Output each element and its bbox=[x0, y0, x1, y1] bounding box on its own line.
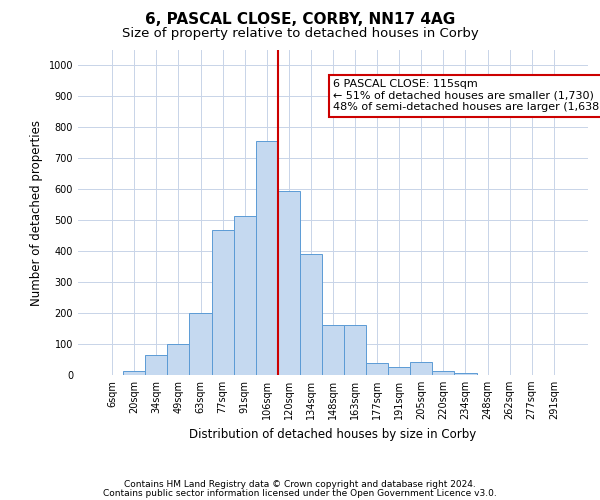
Bar bbox=[123, 372, 145, 375]
Bar bbox=[278, 191, 300, 375]
Bar bbox=[344, 326, 366, 375]
Bar bbox=[300, 254, 322, 375]
X-axis label: Distribution of detached houses by size in Corby: Distribution of detached houses by size … bbox=[190, 428, 476, 440]
Bar bbox=[212, 230, 233, 375]
Bar bbox=[454, 372, 476, 375]
Bar bbox=[366, 362, 388, 375]
Bar bbox=[388, 368, 410, 375]
Bar bbox=[145, 355, 167, 375]
Bar bbox=[322, 326, 344, 375]
Text: 6 PASCAL CLOSE: 115sqm
← 51% of detached houses are smaller (1,730)
48% of semi-: 6 PASCAL CLOSE: 115sqm ← 51% of detached… bbox=[333, 79, 600, 112]
Bar bbox=[190, 313, 212, 375]
Bar bbox=[433, 372, 454, 375]
Bar bbox=[410, 362, 433, 375]
Text: 6, PASCAL CLOSE, CORBY, NN17 4AG: 6, PASCAL CLOSE, CORBY, NN17 4AG bbox=[145, 12, 455, 28]
Bar bbox=[167, 344, 190, 375]
Text: Contains HM Land Registry data © Crown copyright and database right 2024.: Contains HM Land Registry data © Crown c… bbox=[124, 480, 476, 489]
Y-axis label: Number of detached properties: Number of detached properties bbox=[30, 120, 43, 306]
Bar bbox=[233, 216, 256, 375]
Bar bbox=[256, 142, 278, 375]
Text: Contains public sector information licensed under the Open Government Licence v3: Contains public sector information licen… bbox=[103, 488, 497, 498]
Text: Size of property relative to detached houses in Corby: Size of property relative to detached ho… bbox=[122, 28, 478, 40]
